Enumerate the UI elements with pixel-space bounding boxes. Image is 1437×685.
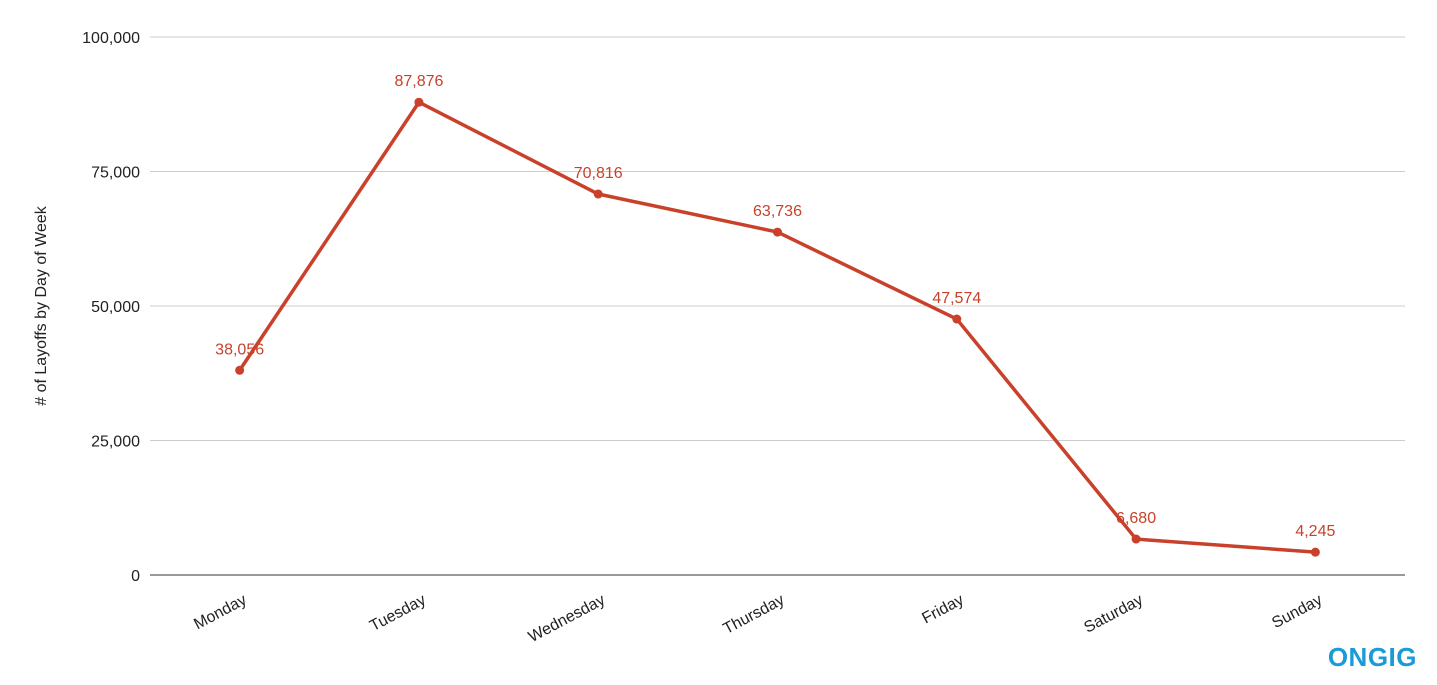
x-tick-label: Monday xyxy=(191,592,249,634)
x-axis-ticks: Monday Tuesday Wednesday Thursday Friday Satu… xyxy=(191,592,1325,647)
data-label: 87,876 xyxy=(394,73,443,90)
data-label: 70,816 xyxy=(574,165,623,182)
y-axis-title: # of Layoffs by Day of Week xyxy=(33,205,50,406)
data-point xyxy=(593,189,603,199)
data-label: 38,056 xyxy=(215,341,264,358)
y-tick-label: 75,000 xyxy=(91,165,140,182)
data-point xyxy=(773,227,782,237)
ongig-logo: ONGIG xyxy=(1327,642,1417,672)
data-point xyxy=(414,97,424,107)
data-label: 63,736 xyxy=(753,203,802,220)
x-tick-label: Tuesday xyxy=(367,592,429,636)
x-tick-label: Thursday xyxy=(721,592,788,638)
y-tick-label: 25,000 xyxy=(91,434,140,451)
y-tick-label: 50,000 xyxy=(91,299,140,316)
x-tick-label: Friday xyxy=(919,592,966,628)
data-point xyxy=(1310,547,1320,557)
data-point xyxy=(1131,534,1141,544)
data-point xyxy=(952,314,962,324)
x-tick-label: Sunday xyxy=(1269,592,1325,632)
series-line xyxy=(238,100,1316,554)
y-tick-label: 0 xyxy=(131,568,140,585)
data-point xyxy=(235,365,245,375)
y-axis-ticks: 0 25,000 50,000 75,000 100,000 xyxy=(82,30,140,585)
x-tick-label: Saturday xyxy=(1081,592,1146,637)
x-tick-label: Wednesday xyxy=(526,592,608,647)
gridlines xyxy=(150,36,1405,576)
data-labels: 38,056 87,876 70,816 63,736 47,574 6,680 4,245 xyxy=(215,73,1335,540)
data-label: 4,245 xyxy=(1295,523,1335,540)
data-label: 6,680 xyxy=(1116,510,1156,527)
data-label: 47,574 xyxy=(932,290,981,307)
series-line-group xyxy=(235,97,1320,557)
y-tick-label: 100,000 xyxy=(82,30,140,47)
